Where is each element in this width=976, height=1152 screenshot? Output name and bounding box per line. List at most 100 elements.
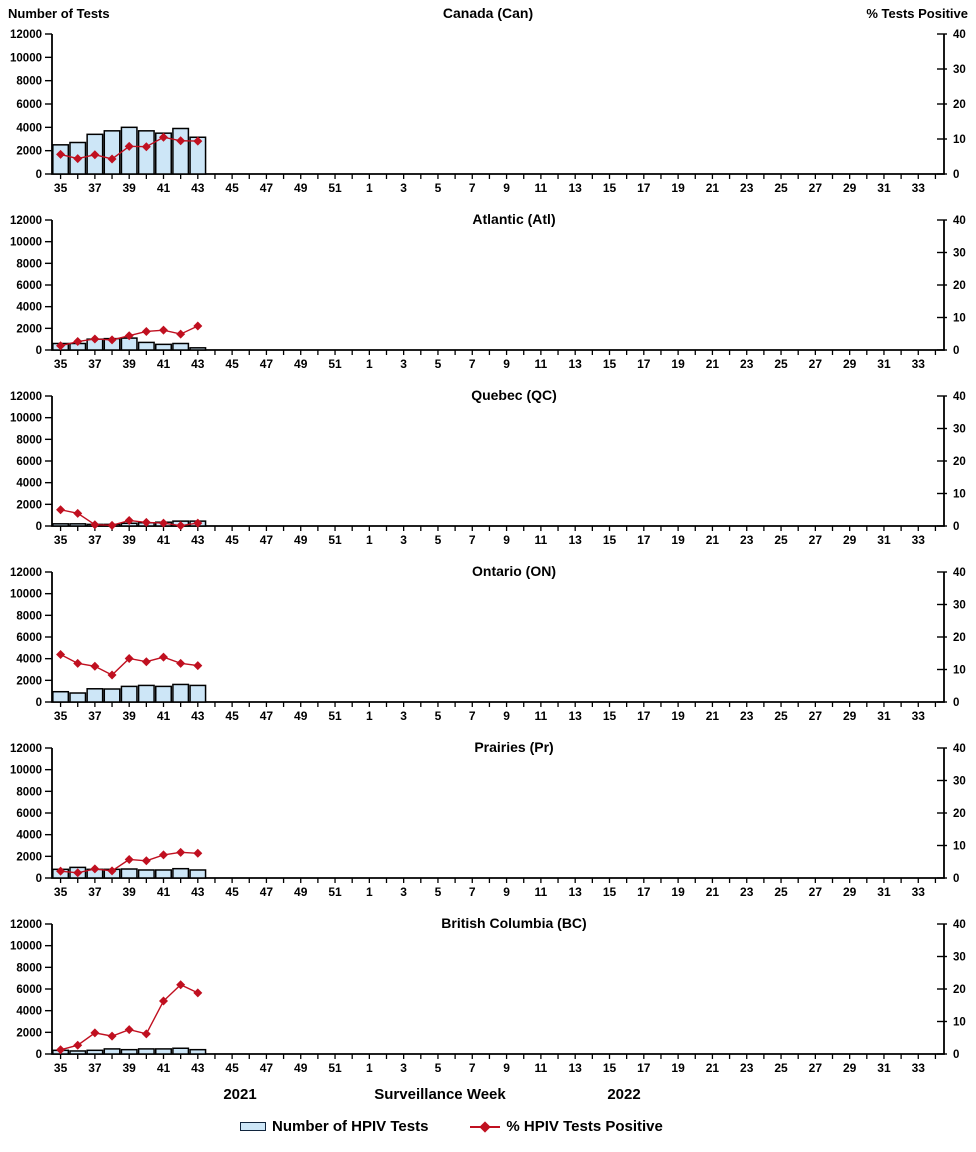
x-tick-label: 11: [535, 533, 548, 547]
left-tick-label: 4000: [16, 1006, 42, 1018]
x-tick-label: 47: [260, 1061, 274, 1075]
bar-week-40: [137, 1048, 155, 1055]
left-tick-label: 6000: [16, 99, 42, 111]
x-tick-label: 19: [671, 885, 685, 899]
point-week-40: [141, 142, 151, 152]
left-tick-label: 12000: [10, 743, 42, 755]
left-tick-label: 4000: [16, 122, 42, 134]
left-tick-label: 6000: [16, 632, 42, 644]
x-tick-label: 3: [400, 885, 407, 899]
point-week-43: [193, 518, 203, 528]
x-tick-label: 39: [123, 709, 137, 723]
x-tick-label: 41: [157, 357, 171, 371]
point-week-40: [141, 326, 151, 336]
right-tick-label: 0: [953, 873, 959, 885]
x-tick-label: 17: [637, 357, 651, 371]
panel-quebec: Quebec (QC) 0 2000 4000 6000 8000 10000 12000 0 1…: [0, 378, 976, 554]
bar-week-39: [120, 1048, 138, 1055]
x-tick-label: 23: [740, 1061, 754, 1075]
x-tick-label: 49: [294, 709, 308, 723]
x-tick-label: 37: [88, 1061, 102, 1075]
year-label-2022: 2022: [607, 1086, 641, 1103]
x-tick-label: 13: [569, 1061, 583, 1075]
point-week-38: [107, 154, 117, 164]
x-tick-label: 5: [435, 709, 442, 723]
left-tick-label: 2000: [16, 675, 42, 687]
right-tick-label: 20: [953, 99, 966, 111]
bar-week-35: [52, 690, 70, 703]
bar-week-43: [189, 869, 207, 879]
x-tick-label: 51: [328, 533, 342, 547]
panel-canada: 0 2000 4000 6000 8000 10000 12000 0 10 20 30 40 35 37…: [0, 26, 976, 202]
bar-week-42: [172, 683, 190, 703]
point-week-35: [56, 341, 66, 351]
right-tick-label: 10: [953, 313, 966, 325]
left-tick-label: 0: [36, 697, 42, 709]
left-tick-label: 4000: [16, 478, 42, 490]
x-tick-label: 5: [435, 357, 442, 371]
x-tick-label: 33: [912, 885, 926, 899]
bar-week-35: [52, 144, 70, 175]
x-tick-label: 29: [843, 1061, 857, 1075]
left-tick-label: 6000: [16, 456, 42, 468]
left-tick-label: 0: [36, 873, 42, 885]
x-tick-label: 37: [88, 181, 102, 195]
right-tick-label: 10: [953, 489, 966, 501]
x-tick-label: 29: [843, 357, 857, 371]
x-tick-label: 17: [637, 1061, 651, 1075]
point-week-39: [124, 1025, 134, 1035]
left-tick-label: 4000: [16, 654, 42, 666]
axes-frame: [51, 748, 945, 879]
x-tick-label: 45: [225, 1061, 239, 1075]
x-tick-label: 9: [503, 1061, 510, 1075]
left-axis-title: Number of Tests: [8, 6, 110, 21]
x-tick-label: 7: [469, 533, 476, 547]
x-tick-label: 9: [503, 533, 510, 547]
x-tick-label: 35: [54, 1061, 68, 1075]
bar-week-41: [155, 869, 172, 879]
bar-week-38: [103, 130, 121, 175]
x-tick-label: 15: [603, 181, 617, 195]
x-tick-label: 17: [637, 885, 651, 899]
x-tick-label: 45: [225, 533, 239, 547]
x-tick-label: 51: [328, 357, 342, 371]
x-tick-label: 13: [569, 181, 583, 195]
left-tick-label: 12000: [10, 567, 42, 579]
x-tick-label: 7: [469, 885, 476, 899]
left-tick-label: 2000: [16, 499, 42, 511]
x-axis-title: Surveillance Week: [374, 1086, 506, 1103]
point-week-36: [73, 1040, 83, 1050]
x-tick-label: 1: [366, 533, 373, 547]
x-tick-label: 13: [569, 533, 583, 547]
x-tick-label: 17: [637, 181, 651, 195]
x-tick-label: 39: [123, 181, 137, 195]
point-week-41: [159, 652, 168, 662]
point-week-37: [90, 661, 100, 671]
left-tick-label: 10000: [10, 765, 42, 777]
right-tick-label: 20: [953, 280, 966, 292]
panel-title: Prairies (Pr): [474, 739, 553, 755]
left-tick-label: 12000: [10, 215, 42, 227]
axes-frame: [51, 924, 945, 1055]
x-tick-label: 19: [671, 533, 685, 547]
chart-legend: Number of HPIV Tests % HPIV Tests Positi…: [240, 1118, 663, 1135]
x-tick-label: 39: [123, 1061, 137, 1075]
x-tick-label: 7: [469, 357, 476, 371]
left-tick-label: 2000: [16, 1027, 42, 1039]
x-tick-label: 41: [157, 533, 171, 547]
bar-week-38: [103, 1048, 121, 1055]
point-week-35: [56, 650, 66, 660]
right-tick-label: 20: [953, 632, 966, 644]
x-tick-label: 43: [191, 181, 205, 195]
x-tick-label: 15: [603, 533, 617, 547]
bar-week-42: [172, 342, 190, 351]
left-tick-label: 6000: [16, 808, 42, 820]
panel-title: Ontario (ON): [472, 563, 556, 579]
bar-week-40: [137, 684, 155, 703]
x-tick-label: 49: [294, 1061, 308, 1075]
bar-week-37: [86, 1049, 104, 1055]
x-tick-label: 23: [740, 533, 754, 547]
x-tick-label: 29: [843, 533, 857, 547]
x-tick-label: 19: [671, 357, 685, 371]
